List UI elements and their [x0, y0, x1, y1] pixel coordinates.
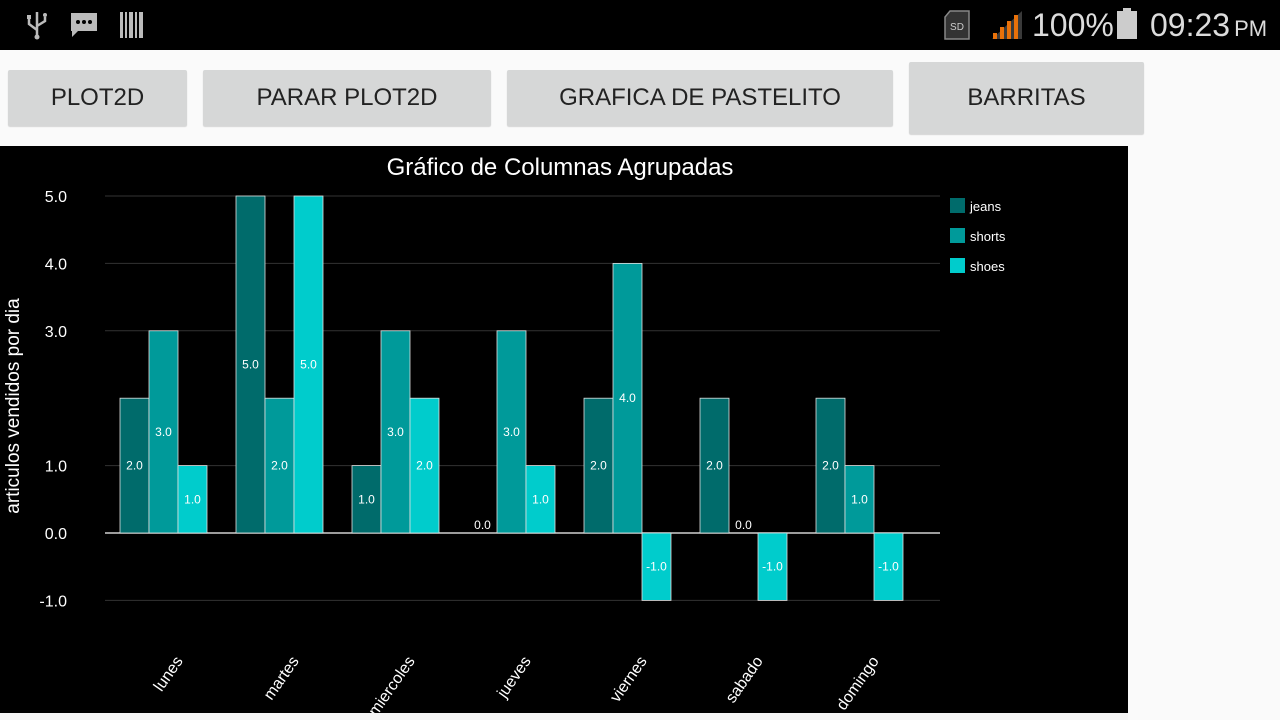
data-label: 0.0 [474, 518, 491, 532]
data-label: 5.0 [242, 358, 259, 372]
data-label: -1.0 [762, 560, 783, 574]
y-tick-label: 4.0 [45, 256, 67, 273]
sd-card-icon: SD [944, 10, 970, 40]
data-label: 2.0 [706, 459, 723, 473]
chart-title: Gráfico de Columnas Agrupadas [387, 154, 734, 181]
x-tick-label: lunes [151, 654, 187, 695]
y-tick-label: 1.0 [45, 459, 67, 476]
data-label: 1.0 [851, 492, 868, 506]
x-tick-label: sabado [723, 653, 767, 706]
data-label: 0.0 [735, 518, 752, 532]
parar-plot2d-button[interactable]: PARAR PLOT2D [203, 70, 491, 126]
clock: 09:23 PM [1150, 7, 1267, 44]
chart-area: Gráfico de Columnas Agrupadas articulos … [0, 146, 1128, 713]
y-tick-label: -1.0 [39, 593, 67, 610]
x-tick-label: viernes [607, 654, 651, 706]
data-label: 1.0 [532, 492, 549, 506]
clock-time: 09:23 [1150, 7, 1230, 43]
data-label: 2.0 [822, 459, 839, 473]
data-label: 2.0 [271, 459, 288, 473]
barcode-icon [120, 12, 144, 38]
data-label: 3.0 [387, 425, 404, 439]
empty-panel [1128, 146, 1280, 720]
x-tick-label: miercoles [366, 654, 419, 713]
data-label: 3.0 [503, 425, 520, 439]
data-label: 2.0 [416, 459, 433, 473]
legend-label: jeans [969, 199, 1002, 214]
battery-percent: 100% [1032, 7, 1114, 44]
sd-label: SD [950, 22, 964, 33]
clock-ampm: PM [1234, 16, 1267, 41]
usb-icon [24, 10, 50, 40]
legend-label: shoes [970, 259, 1005, 274]
y-tick-label: 3.0 [45, 324, 67, 341]
plot2d-button[interactable]: PLOT2D [8, 70, 187, 126]
data-label: 3.0 [155, 425, 172, 439]
data-label: 2.0 [590, 459, 607, 473]
data-label: 5.0 [300, 358, 317, 372]
legend-swatch [950, 228, 965, 243]
legend-label: shorts [970, 229, 1006, 244]
button-toolbar: PLOT2D PARAR PLOT2D GRAFICA DE PASTELITO… [0, 50, 1280, 146]
x-tick-label: domingo [834, 653, 883, 713]
battery-icon [1116, 8, 1138, 40]
x-tick-label: martes [261, 654, 303, 704]
data-label: -1.0 [878, 560, 899, 574]
data-label: 4.0 [619, 391, 636, 405]
data-label: -1.0 [646, 560, 667, 574]
data-label: 1.0 [358, 492, 375, 506]
legend-swatch [950, 198, 965, 213]
legend-swatch [950, 258, 965, 273]
pastelito-button[interactable]: GRAFICA DE PASTELITO [507, 70, 893, 126]
barritas-button[interactable]: BARRITAS [909, 62, 1144, 134]
grouped-bar-chart: Gráfico de Columnas Agrupadas articulos … [0, 146, 1128, 713]
data-label: 2.0 [126, 459, 143, 473]
data-label: 1.0 [184, 492, 201, 506]
signal-icon [990, 9, 1024, 41]
y-tick-label: 0.0 [45, 526, 67, 543]
status-bar: SD 100% 09:23 PM [0, 0, 1280, 50]
message-icon [70, 12, 98, 38]
y-tick-label: 5.0 [45, 189, 67, 206]
y-axis-label: articulos vendidos por dia [3, 298, 24, 514]
x-tick-label: jueves [494, 654, 535, 702]
